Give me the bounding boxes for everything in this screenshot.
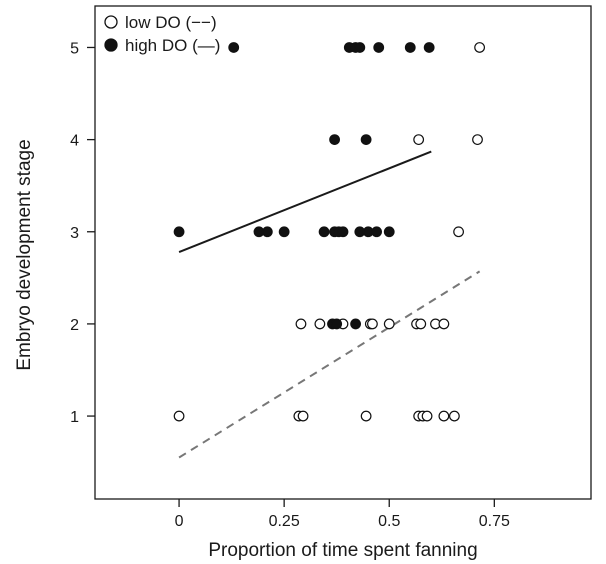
low-do-point	[173, 410, 185, 422]
high-do-point	[350, 318, 362, 330]
trend-lines	[178, 150, 481, 459]
x-tick-label: 0.25	[269, 513, 300, 530]
high-do-point	[318, 226, 330, 238]
low-do-legend-marker	[104, 15, 118, 29]
low-do-point	[383, 318, 395, 330]
low-do-point	[415, 318, 427, 330]
low-do-point	[438, 410, 450, 422]
dashed-line-glyph: (−−)	[185, 13, 216, 32]
high-do-point	[337, 226, 349, 238]
low-do-point	[413, 134, 425, 146]
legend: low DO (−−) high DO (—)	[104, 13, 220, 55]
low-do-point	[453, 226, 464, 238]
low-do-point	[448, 410, 460, 422]
high-do-legend-label: high DO (—)	[125, 36, 220, 55]
high-do-point	[329, 134, 340, 146]
high-do-point	[331, 318, 343, 330]
high-do-point	[354, 42, 366, 53]
high-do-point	[278, 226, 290, 238]
y-tick-label: 4	[70, 133, 79, 150]
x-axis-label: Proportion of time spent fanning	[208, 540, 477, 561]
low-do-point	[314, 318, 326, 330]
data-points	[173, 42, 486, 422]
high-do-point	[261, 226, 273, 238]
low-do-legend-label: low DO (−−)	[125, 13, 217, 32]
low-do-trend-line	[178, 270, 481, 459]
low-do-point	[360, 410, 372, 422]
low-do-point	[297, 410, 309, 422]
low-do-point	[295, 318, 307, 330]
high-do-point	[371, 226, 383, 238]
low-do-point	[421, 410, 433, 422]
solid-line-glyph: (—)	[192, 36, 220, 55]
axis-ticks: 0 0.25 0.5 0.75 1 2 3 4 5	[70, 40, 510, 530]
y-tick-label: 5	[70, 40, 79, 57]
high-do-legend-marker	[104, 38, 118, 52]
y-tick-label: 2	[70, 317, 79, 334]
low-do-point	[474, 42, 486, 53]
high-do-point	[360, 134, 372, 146]
y-tick-label: 3	[70, 225, 79, 242]
high-do-point	[404, 42, 416, 53]
high-do-point	[228, 42, 240, 53]
x-tick-label: 0	[175, 513, 184, 530]
high-do-point	[373, 42, 385, 53]
x-tick-label: 0.75	[479, 513, 510, 530]
x-tick-label: 0.5	[378, 513, 400, 530]
high-do-point	[173, 226, 185, 238]
high-do-point	[383, 226, 395, 238]
y-tick-label: 1	[70, 409, 79, 426]
low-do-point	[367, 318, 378, 330]
low-do-point	[472, 134, 483, 146]
high-do-trend-line	[178, 150, 432, 253]
high-do-point	[423, 42, 435, 53]
low-do-point	[438, 318, 450, 330]
y-axis-label: Embryo development stage	[14, 139, 35, 370]
plot-area-frame	[94, 5, 592, 500]
